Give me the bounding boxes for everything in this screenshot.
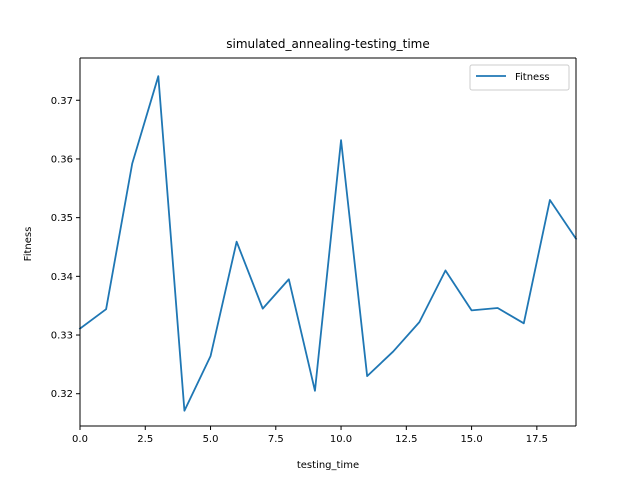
y-tick-label: 0.35 <box>51 213 73 224</box>
y-axis: 0.32 0.33 0.34 0.35 0.36 0.37 <box>51 96 80 400</box>
y-tick-label: 0.37 <box>51 96 73 107</box>
plot-area <box>78 57 578 427</box>
x-tick-label: 15.0 <box>460 434 482 445</box>
x-tick-label: 2.5 <box>137 434 153 445</box>
y-tick-label: 0.34 <box>51 272 73 283</box>
series-line-0 <box>78 75 578 412</box>
y-tick-label: 0.33 <box>51 331 73 342</box>
x-tick-label: 12.5 <box>395 434 417 445</box>
x-tick-label: 10.0 <box>330 434 352 445</box>
chart-title: simulated_annealing-testing_time <box>226 37 430 51</box>
legend-label: Fitness <box>515 72 550 83</box>
plot-background <box>80 58 576 426</box>
x-axis: 0.0 2.5 5.0 7.5 10.0 12.5 15.0 17.5 <box>72 426 548 445</box>
x-tick-label: 5.0 <box>203 434 219 445</box>
legend-box <box>469 64 570 91</box>
x-tick-label: 7.5 <box>268 434 284 445</box>
legend: Fitness <box>469 64 570 91</box>
y-axis-label: Fitness <box>23 227 34 262</box>
x-tick-label: 0.0 <box>72 434 88 445</box>
y-tick-label: 0.32 <box>51 389 73 400</box>
x-tick-label: 17.5 <box>526 434 548 445</box>
y-tick-label: 0.36 <box>51 154 73 165</box>
x-axis-label: testing_time <box>297 460 359 471</box>
